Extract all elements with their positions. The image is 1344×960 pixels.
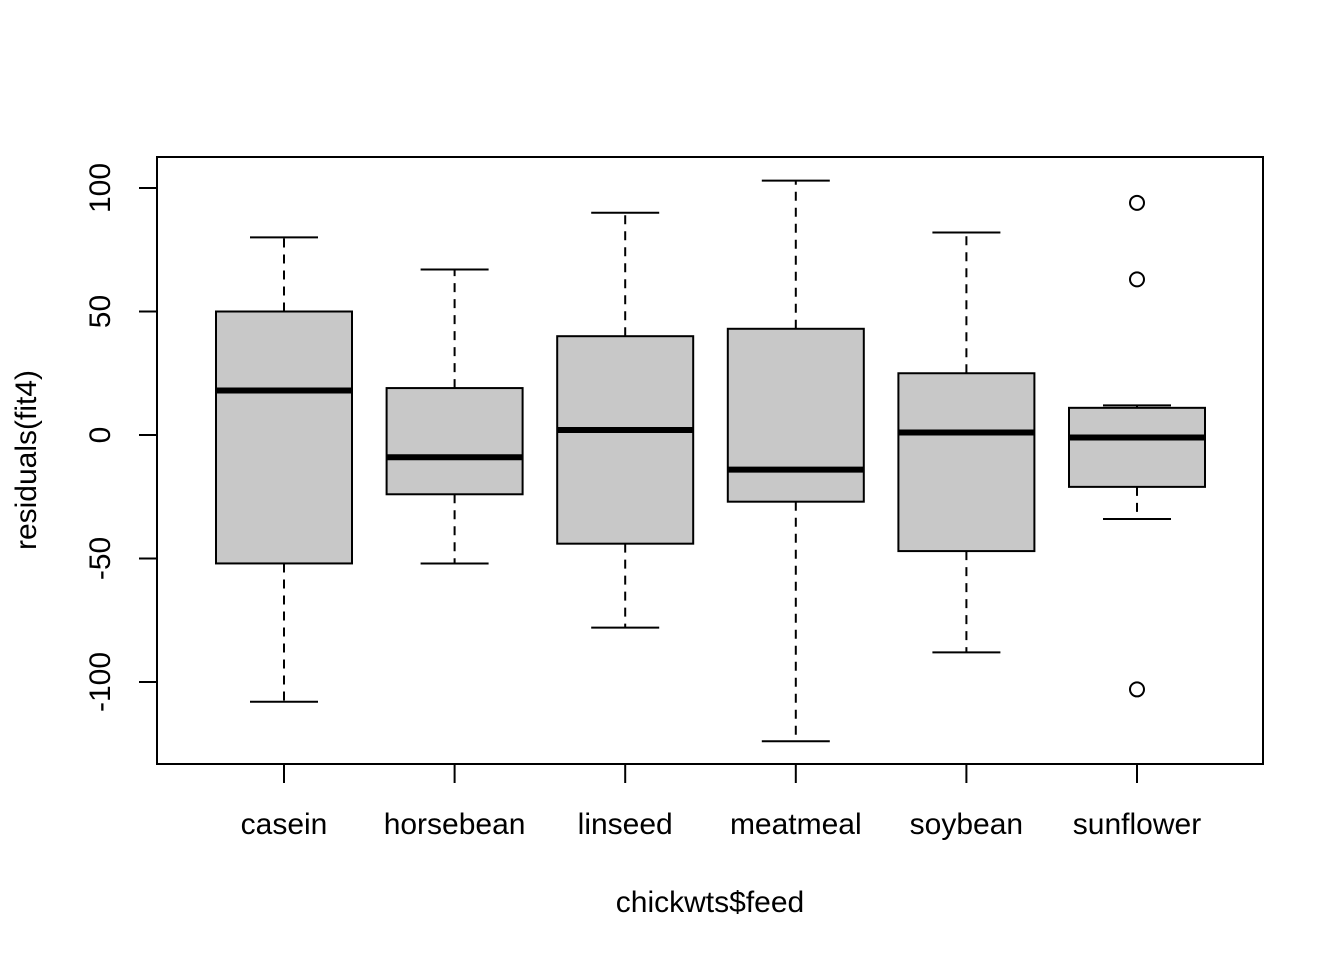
box-iqr <box>215 310 353 565</box>
x-tick-label: horsebean <box>384 808 526 841</box>
box-iqr <box>385 387 524 496</box>
y-tick-label: 100 <box>84 163 117 213</box>
outlier-point <box>1129 681 1145 698</box>
x-axis: casein horsebean linseed meatmeal soybean sun… <box>241 764 1201 841</box>
x-tick-label: meatmeal <box>730 808 862 841</box>
box-group-linseed <box>556 211 695 629</box>
x-tick-label: sunflower <box>1073 808 1201 841</box>
box-group-soybean <box>897 231 1036 654</box>
box-group-sunflower <box>1068 194 1206 698</box>
box-group-casein <box>215 236 353 703</box>
y-tick-label: 50 <box>84 295 117 328</box>
x-axis-label: chickwts$feed <box>616 886 804 919</box>
box-iqr <box>897 372 1036 553</box>
y-axis: -100 -50 0 50 100 <box>84 163 157 712</box>
plot-marks <box>215 179 1206 743</box>
x-tick-label: soybean <box>910 808 1023 841</box>
y-axis-label: residuals(fit4) <box>10 370 43 550</box>
box-group-horsebean <box>385 268 524 565</box>
box-iqr <box>1068 406 1206 488</box>
y-tick-label: -50 <box>84 537 117 580</box>
box-group-meatmeal <box>726 179 865 743</box>
x-tick-label: linseed <box>578 808 673 841</box>
y-tick-label: 0 <box>84 427 117 444</box>
outlier-point <box>1129 271 1145 288</box>
box-iqr <box>556 335 695 545</box>
y-tick-label: -100 <box>84 652 117 712</box>
x-tick-label: casein <box>241 808 328 841</box>
plot-frame <box>156 156 1264 765</box>
box-iqr <box>726 327 865 503</box>
outlier-point <box>1129 194 1145 211</box>
